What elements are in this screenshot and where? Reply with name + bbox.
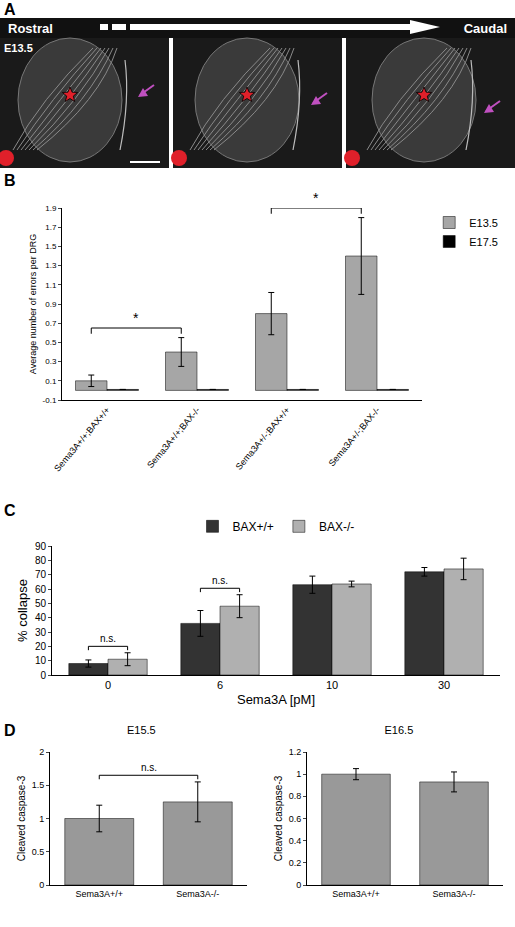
svg-text:E16.5: E16.5: [385, 724, 414, 736]
svg-text:Sema3A+/+: Sema3A+/+: [75, 889, 123, 899]
svg-text:0: 0: [40, 670, 46, 681]
svg-text:1.5: 1.5: [32, 780, 45, 790]
svg-text:80: 80: [35, 555, 47, 566]
svg-text:E13.5: E13.5: [469, 217, 498, 229]
svg-text:10: 10: [35, 655, 47, 666]
svg-text:10: 10: [326, 679, 338, 691]
svg-text:1: 1: [39, 814, 44, 824]
svg-text:0.4: 0.4: [289, 836, 302, 846]
svg-text:Sema3A+/+: Sema3A+/+: [332, 889, 380, 899]
svg-text:6: 6: [217, 679, 223, 691]
svg-text:BAX-/-: BAX-/-: [319, 520, 354, 534]
svg-text:0: 0: [296, 880, 301, 890]
svg-text:2: 2: [39, 747, 44, 757]
svg-text:n.s.: n.s.: [100, 633, 116, 644]
svg-text:Sema3A+/+;BAX+/+: Sema3A+/+;BAX+/+: [52, 405, 112, 474]
svg-text:Caudal: Caudal: [464, 21, 507, 36]
svg-text:1.5: 1.5: [45, 242, 57, 251]
svg-text:*: *: [313, 190, 319, 206]
svg-text:E13.5: E13.5: [4, 42, 33, 54]
svg-text:0.8: 0.8: [289, 791, 302, 801]
svg-text:1: 1: [296, 769, 301, 779]
svg-text:Sema3A-/-: Sema3A-/-: [176, 889, 219, 899]
svg-text:0: 0: [39, 880, 44, 890]
svg-text:-0.1: -0.1: [43, 396, 57, 405]
svg-text:0.5: 0.5: [32, 847, 45, 857]
svg-text:30: 30: [35, 627, 47, 638]
svg-text:1.9: 1.9: [45, 204, 57, 213]
svg-text:n.s.: n.s.: [212, 575, 228, 586]
svg-text:BAX+/+: BAX+/+: [233, 520, 274, 534]
svg-text:1.7: 1.7: [45, 223, 57, 232]
svg-text:Cleaved caspase-3: Cleaved caspase-3: [273, 775, 284, 861]
svg-text:% collapse: % collapse: [15, 579, 30, 642]
svg-text:0.5: 0.5: [45, 338, 57, 347]
svg-text:Sema3A-/-: Sema3A-/-: [432, 889, 475, 899]
svg-text:Sema3A [pM]: Sema3A [pM]: [237, 692, 315, 707]
svg-text:n.s.: n.s.: [141, 762, 157, 773]
svg-text:0.9: 0.9: [45, 300, 57, 309]
svg-text:0.3: 0.3: [45, 357, 57, 366]
svg-text:40: 40: [35, 612, 47, 623]
svg-text:20: 20: [35, 641, 47, 652]
svg-text:E17.5: E17.5: [469, 236, 498, 248]
svg-text:0.1: 0.1: [45, 377, 57, 386]
svg-text:Cleaved caspase-3: Cleaved caspase-3: [16, 775, 27, 861]
svg-text:0: 0: [105, 679, 111, 691]
svg-text:Rostral: Rostral: [8, 21, 53, 36]
svg-text:Sema3A+/-;BAX+/+: Sema3A+/-;BAX+/+: [234, 405, 292, 472]
svg-text:Sema3A+/+;BAX-/-: Sema3A+/+;BAX-/-: [145, 405, 202, 470]
html-text:D: D: [4, 722, 16, 739]
html-text:C: C: [4, 502, 16, 519]
svg-text:1.3: 1.3: [45, 261, 57, 270]
html-text:B: B: [4, 172, 16, 189]
svg-text:0.7: 0.7: [45, 319, 57, 328]
svg-text:A: A: [4, 1, 16, 18]
svg-text:90: 90: [35, 541, 47, 552]
svg-text:Average number of errors per D: Average number of errors per DRG: [28, 234, 38, 374]
svg-text:30: 30: [438, 679, 450, 691]
svg-text:1.1: 1.1: [45, 281, 57, 290]
svg-text:0.6: 0.6: [289, 814, 302, 824]
svg-text:Sema3A+/-;BAX-/-: Sema3A+/-;BAX-/-: [327, 405, 382, 468]
svg-text:50: 50: [35, 598, 47, 609]
svg-text:0.2: 0.2: [289, 858, 302, 868]
svg-text:60: 60: [35, 584, 47, 595]
svg-text:1.2: 1.2: [289, 747, 302, 757]
svg-text:70: 70: [35, 569, 47, 580]
svg-text:*: *: [133, 310, 139, 326]
svg-text:E15.5: E15.5: [127, 724, 156, 736]
